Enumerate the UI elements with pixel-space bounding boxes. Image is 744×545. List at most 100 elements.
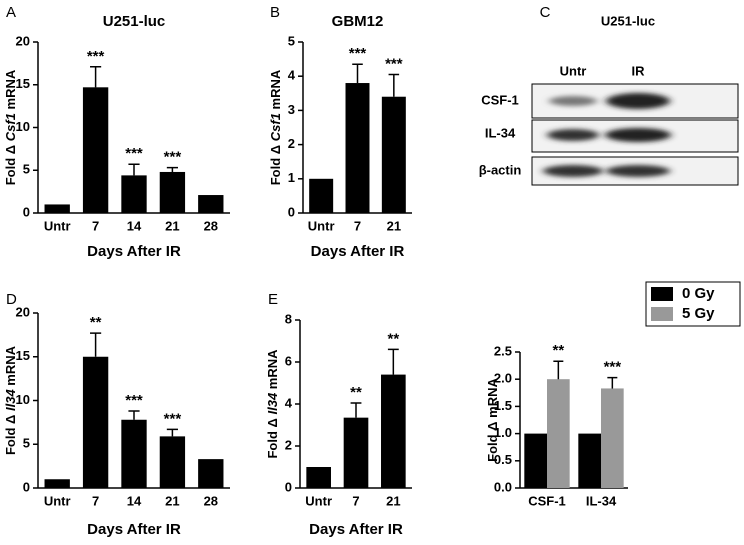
row-label: CSF-1 — [481, 92, 519, 107]
y-axis-label-part: Csf1 — [268, 113, 283, 141]
y-tick-label: 4 — [285, 395, 293, 410]
band — [549, 96, 597, 106]
y-axis-label-part: mRNA — [3, 345, 18, 389]
y-axis-label: Fold Δ mRNA — [485, 378, 500, 462]
y-tick-label: 0 — [23, 204, 30, 219]
y-tick-label: 15 — [16, 76, 30, 91]
x-tick-label: 21 — [165, 218, 179, 233]
error-bar — [350, 402, 362, 418]
y-axis-label: Fold Δ Il34 mRNA — [265, 349, 280, 459]
y-axis-label-part: Il34 — [3, 389, 18, 411]
y-tick-label: 5 — [23, 436, 30, 451]
x-tick-label: 7 — [354, 218, 361, 233]
y-axis-label-part: Fold Δ — [3, 141, 18, 185]
x-tick-label: 7 — [352, 493, 359, 508]
significance: ** — [387, 330, 399, 347]
row-label: IL-34 — [485, 125, 516, 140]
x-axis-label: Days After IR — [311, 243, 405, 260]
bar — [601, 388, 624, 488]
x-tick-label: 21 — [386, 493, 400, 508]
x-tick-label: 7 — [92, 493, 99, 508]
error-bar — [553, 360, 564, 380]
x-tick-label: 21 — [165, 493, 179, 508]
significance: *** — [125, 392, 143, 409]
error-bar — [352, 63, 363, 84]
panel-letter: C — [540, 4, 551, 21]
significance: *** — [604, 359, 622, 376]
x-tick-label: 21 — [387, 218, 401, 233]
chart-panel: B GBM12 Fold Δ Csf1 mRNA 0 1 2 3 4 5 Untr 7 *** 21 **… — [268, 4, 412, 260]
panel-letter: B — [270, 4, 280, 21]
y-tick-label: 3 — [288, 102, 295, 117]
y-axis-label-part: mRNA — [3, 69, 18, 113]
x-tick-label: 14 — [127, 218, 142, 233]
error-bar — [387, 348, 399, 375]
chart-panel: D Fold Δ Il34 mRNA 0 5 10 15 20 Untr 7 ** 14 *** 21 *… — [3, 291, 230, 538]
x-tick-label: Untr — [44, 493, 71, 508]
y-tick-label: 0.0 — [494, 479, 512, 494]
bar — [309, 178, 334, 213]
y-tick-label: 2.0 — [494, 371, 512, 386]
legend-label: 5 Gy — [682, 305, 715, 322]
error-bar — [388, 73, 400, 97]
bar — [524, 433, 547, 488]
error-bar — [90, 332, 102, 357]
y-axis-label-part: Csf1 — [3, 113, 18, 141]
x-tick-label: IL-34 — [586, 493, 617, 508]
error-bar — [128, 410, 140, 420]
y-tick-label: 0 — [23, 479, 30, 494]
significance: *** — [87, 48, 105, 65]
bar — [159, 171, 186, 213]
x-axis-label: Days After IR — [309, 521, 403, 538]
bar — [198, 459, 224, 488]
x-tick-label: 28 — [204, 493, 218, 508]
significance: *** — [125, 145, 143, 162]
bar — [159, 436, 186, 488]
chart-panel: A U251-luc Fold Δ Csf1 mRNA 0 5 10 15 20 Untr 7 **… — [3, 4, 230, 260]
bar — [121, 419, 147, 488]
bar — [578, 433, 601, 488]
significance: *** — [385, 55, 403, 72]
y-tick-label: 15 — [16, 348, 30, 363]
panel-letter: D — [6, 291, 17, 308]
x-tick-label: Untr — [308, 218, 335, 233]
y-tick-label: 0.5 — [494, 452, 512, 467]
bar — [381, 374, 406, 488]
blot-title: U251-luc — [601, 13, 655, 28]
blot-panel: C U251-luc Untr IR CSF-1 IL-34 β-actin — [479, 4, 739, 186]
y-tick-label: 1.5 — [494, 398, 512, 413]
chart-title: U251-luc — [103, 13, 166, 30]
legend-label: 0 Gy — [682, 285, 715, 302]
bar — [381, 96, 406, 213]
bar — [198, 195, 224, 213]
bar — [44, 479, 70, 488]
x-tick-label: 28 — [204, 218, 218, 233]
y-tick-label: 1 — [288, 170, 295, 185]
x-tick-label: 7 — [92, 218, 99, 233]
error-bar — [166, 166, 178, 172]
y-axis-label-part: mRNA — [265, 349, 280, 393]
y-tick-label: 6 — [285, 353, 292, 368]
y-tick-label: 20 — [16, 304, 30, 319]
error-bar — [166, 428, 178, 437]
lane-label: IR — [632, 63, 646, 78]
band — [606, 165, 670, 177]
y-tick-label: 1.0 — [494, 425, 512, 440]
legend-swatch — [651, 287, 673, 301]
x-tick-label: Untr — [305, 493, 332, 508]
bar — [547, 379, 570, 488]
significance: ** — [552, 342, 564, 359]
y-axis-label-part: mRNA — [268, 69, 283, 113]
y-tick-label: 2.5 — [494, 343, 512, 358]
y-tick-label: 5 — [23, 162, 30, 177]
bar — [345, 83, 370, 213]
chart-panel: FFold Δ mRNA0.00.51.01.52.02.5CSF-1**IL-… — [485, 281, 741, 508]
legend-swatch — [651, 307, 673, 321]
significance: *** — [349, 45, 367, 62]
band — [605, 128, 671, 142]
y-tick-label: 0 — [285, 479, 292, 494]
band — [543, 165, 603, 177]
y-tick-label: 20 — [16, 33, 30, 48]
band — [606, 93, 670, 109]
